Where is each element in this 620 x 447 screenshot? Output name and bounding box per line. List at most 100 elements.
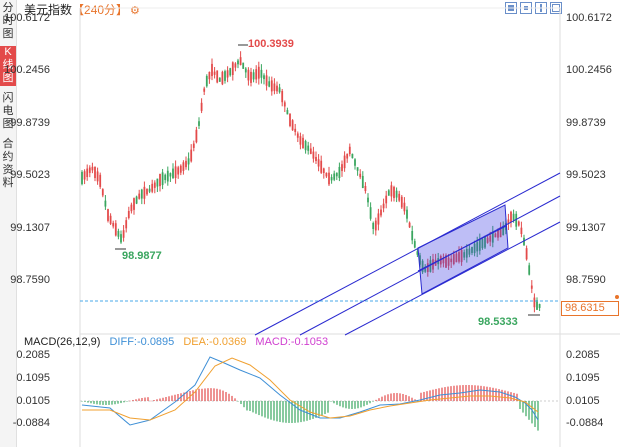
candle-body [348, 146, 351, 155]
candle-body [109, 215, 112, 224]
macd-histogram-bar [228, 393, 230, 401]
candle-body [387, 190, 390, 196]
candle-body [91, 166, 94, 171]
candle-body [364, 185, 367, 192]
candle-body [161, 172, 164, 186]
candle-body [424, 266, 427, 272]
macd-histogram-bar [510, 392, 512, 401]
candle-body [211, 63, 213, 77]
candle-body [317, 159, 320, 167]
macd-histogram-bar [381, 396, 383, 401]
candle-body [125, 220, 128, 229]
macd-label-left: -0.0884 [12, 417, 50, 429]
candle-body [140, 189, 143, 199]
candle-body [525, 248, 528, 260]
candle-body [252, 72, 255, 80]
macd-histogram-bar [105, 401, 107, 405]
macd-histogram-bar [219, 389, 221, 401]
trend-channel-midline [417, 225, 507, 272]
candle-body [234, 63, 237, 68]
candle-body [104, 200, 107, 207]
candle-body [315, 156, 317, 162]
macd-histogram-bar [159, 398, 161, 401]
candle-body [166, 170, 169, 182]
macd-histogram-bar [171, 395, 173, 401]
tab-flash[interactable]: 闪电图 [0, 92, 16, 132]
macd-histogram-bar [312, 401, 314, 419]
macd-histogram-bar [276, 401, 278, 422]
candle-body [429, 260, 432, 272]
candle-body [507, 219, 510, 225]
tab-timeshare[interactable]: 分时图 [0, 2, 16, 42]
candle-body [192, 143, 195, 148]
macd-histogram-bar [483, 386, 485, 401]
macd-histogram-bar [207, 388, 209, 401]
channel-line-upper [254, 172, 561, 336]
price-label-right: 100.6172 [566, 12, 612, 24]
low-annotation-left: 98.9877 [122, 250, 162, 262]
candle-body [273, 83, 276, 91]
macd-histogram-bar [270, 401, 272, 420]
gear-icon[interactable]: ⚙ [130, 5, 140, 17]
candle-body [96, 171, 99, 182]
macd-histogram-bar [96, 401, 98, 405]
macd-label-right: -0.0884 [566, 417, 604, 429]
macd-histogram-bar [435, 388, 437, 401]
candle-body [213, 71, 216, 75]
candle-body [291, 120, 294, 131]
macd-label-left: 0.1095 [16, 372, 50, 384]
candle-body [382, 203, 385, 209]
macd-histogram-bar [90, 401, 92, 404]
macd-label-left: 0.2085 [16, 349, 50, 361]
macd-histogram-bar [492, 387, 494, 401]
candle-body [346, 153, 349, 159]
candle-body [510, 211, 512, 222]
chart-type-sidebar: 分时图 K线图 闪电图 合约资料 [0, 0, 17, 447]
candle-body [341, 164, 343, 172]
macd-histogram-bar [195, 389, 197, 401]
period-selector[interactable]: 【240分】 [72, 3, 129, 17]
macd-histogram-bar [330, 401, 332, 402]
candle-body [286, 110, 289, 115]
candle-body [117, 230, 120, 237]
macd-histogram-bar [210, 388, 212, 401]
candle-body [289, 114, 291, 126]
candle-body [283, 102, 286, 107]
tab-kline[interactable]: K线图 [0, 46, 16, 86]
candle-body [400, 196, 403, 208]
candle-body [460, 249, 463, 263]
macd-histogram-bar [363, 401, 365, 407]
candle-body [164, 174, 167, 181]
macd-histogram-bar [333, 401, 335, 404]
tab-kline-label: K线图 [2, 46, 14, 84]
chart-title: 美元指数【240分】 ⚙ [24, 1, 140, 18]
macd-histogram-bar [300, 401, 302, 423]
macd-histogram-bar [282, 401, 284, 423]
macd-histogram-bar [417, 401, 419, 402]
macd-histogram-bar [489, 387, 491, 401]
macd-histogram-bar [528, 401, 530, 420]
candle-body [190, 149, 193, 162]
candle-body [484, 236, 486, 248]
macd-histogram-bar [114, 401, 116, 405]
tab-contract-info[interactable]: 合约资料 [0, 138, 16, 192]
macd-histogram-bar [501, 389, 503, 401]
candle-body [242, 62, 245, 69]
candle-body [304, 141, 307, 151]
candle-body [135, 196, 138, 204]
candle-body [328, 172, 330, 185]
candle-body [520, 227, 523, 235]
candle-body [356, 167, 359, 171]
macd-histogram-bar [405, 394, 407, 401]
instrument-name: 美元指数 [24, 3, 73, 17]
macd-histogram-bar [534, 401, 536, 427]
macd-histogram-bar [345, 401, 347, 409]
candle-body [296, 133, 299, 138]
candle-body [302, 137, 304, 149]
candle-body [330, 177, 333, 181]
macd-histogram-bar [138, 398, 140, 401]
macd-legend: MACD(26,12,9) DIFF:-0.0895 DEA:-0.0369 M… [24, 336, 334, 348]
candle-body [177, 167, 180, 175]
macd-histogram-bar [522, 401, 524, 413]
